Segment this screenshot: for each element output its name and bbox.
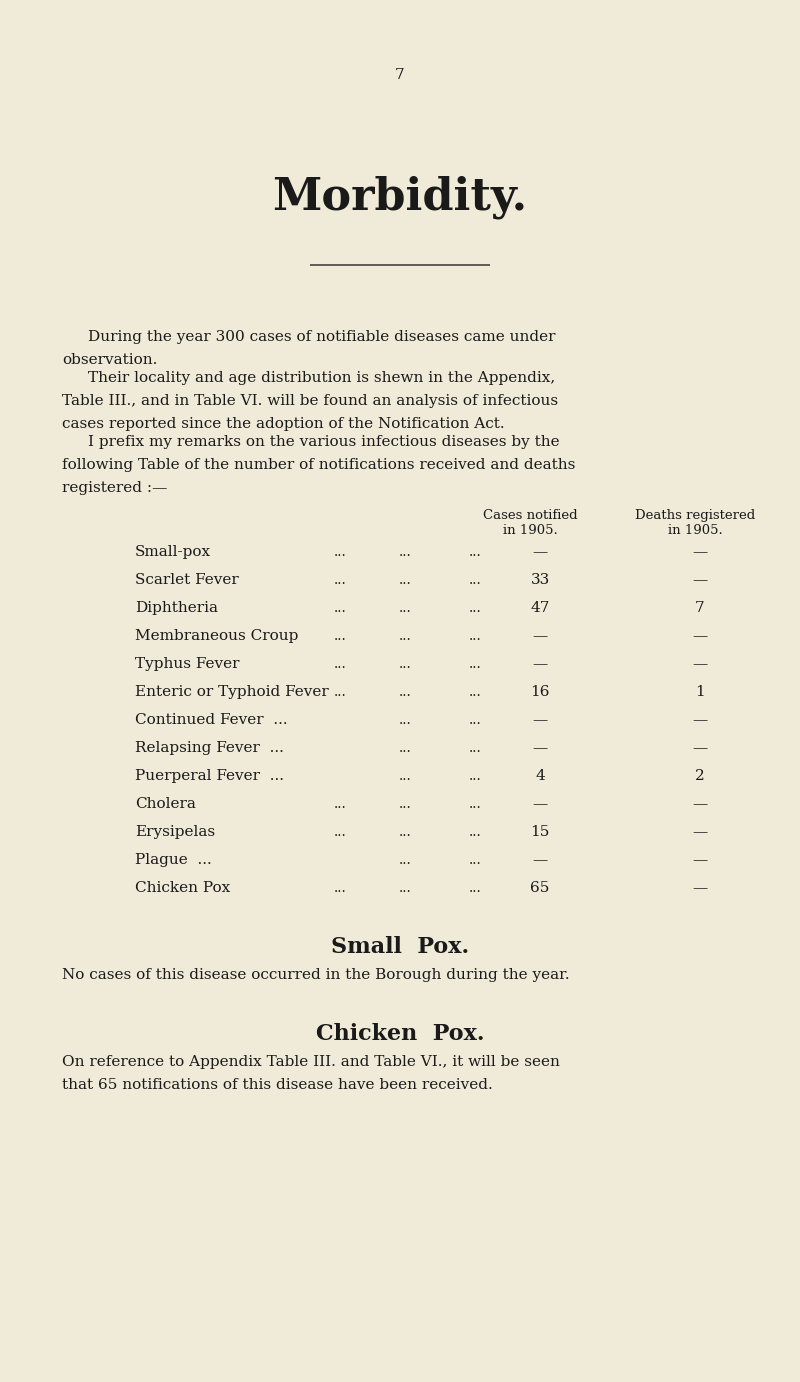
- Text: following Table of the number of notifications received and deaths: following Table of the number of notific…: [62, 457, 575, 473]
- Text: ...: ...: [469, 825, 482, 839]
- Text: Enteric or Typhoid Fever: Enteric or Typhoid Fever: [135, 685, 329, 699]
- Text: ...: ...: [334, 601, 346, 615]
- Text: ...: ...: [334, 685, 346, 699]
- Text: 16: 16: [530, 685, 550, 699]
- Text: ...: ...: [469, 574, 482, 587]
- Text: ...: ...: [334, 880, 346, 896]
- Text: 4: 4: [535, 768, 545, 784]
- Text: Typhus Fever: Typhus Fever: [135, 656, 239, 672]
- Text: On reference to Appendix Table III. and Table VI., it will be seen: On reference to Appendix Table III. and …: [62, 1054, 560, 1070]
- Text: —: —: [692, 713, 708, 727]
- Text: ...: ...: [334, 797, 346, 811]
- Text: Chicken Pox: Chicken Pox: [135, 880, 230, 896]
- Text: I prefix my remarks on the various infectious diseases by the: I prefix my remarks on the various infec…: [88, 435, 560, 449]
- Text: in 1905.: in 1905.: [668, 524, 722, 538]
- Text: ...: ...: [469, 601, 482, 615]
- Text: —: —: [692, 797, 708, 811]
- Text: Their locality and age distribution is shewn in the Appendix,: Their locality and age distribution is s…: [88, 370, 555, 386]
- Text: —: —: [532, 629, 548, 643]
- Text: Plague  ...: Plague ...: [135, 853, 212, 867]
- Text: Table III., and in Table VI. will be found an analysis of infectious: Table III., and in Table VI. will be fou…: [62, 394, 558, 408]
- Text: —: —: [532, 741, 548, 755]
- Text: Small-pox: Small-pox: [135, 545, 211, 558]
- Text: cases reported since the adoption of the Notification Act.: cases reported since the adoption of the…: [62, 417, 505, 431]
- Text: —: —: [532, 797, 548, 811]
- Text: Erysipelas: Erysipelas: [135, 825, 215, 839]
- Text: ...: ...: [334, 545, 346, 558]
- Text: Puerperal Fever  ...: Puerperal Fever ...: [135, 768, 284, 784]
- Text: ...: ...: [334, 825, 346, 839]
- Text: ...: ...: [398, 797, 411, 811]
- Text: ...: ...: [469, 741, 482, 755]
- Text: 65: 65: [530, 880, 550, 896]
- Text: Relapsing Fever  ...: Relapsing Fever ...: [135, 741, 284, 755]
- Text: ...: ...: [469, 768, 482, 784]
- Text: ...: ...: [469, 853, 482, 867]
- Text: ...: ...: [469, 713, 482, 727]
- Text: ...: ...: [398, 629, 411, 643]
- Text: ...: ...: [398, 685, 411, 699]
- Text: 33: 33: [530, 574, 550, 587]
- Text: ...: ...: [469, 656, 482, 672]
- Text: 7: 7: [695, 601, 705, 615]
- Text: observation.: observation.: [62, 352, 158, 368]
- Text: ...: ...: [398, 574, 411, 587]
- Text: ...: ...: [469, 545, 482, 558]
- Text: that 65 notifications of this disease have been received.: that 65 notifications of this disease ha…: [62, 1078, 493, 1092]
- Text: ...: ...: [398, 741, 411, 755]
- Text: No cases of this disease occurred in the Borough during the year.: No cases of this disease occurred in the…: [62, 967, 570, 983]
- Text: ...: ...: [334, 574, 346, 587]
- Text: 15: 15: [530, 825, 550, 839]
- Text: —: —: [692, 629, 708, 643]
- Text: —: —: [692, 825, 708, 839]
- Text: ...: ...: [469, 629, 482, 643]
- Text: —: —: [532, 853, 548, 867]
- Text: —: —: [532, 545, 548, 558]
- Text: ...: ...: [398, 825, 411, 839]
- Text: ...: ...: [334, 629, 346, 643]
- Text: 1: 1: [695, 685, 705, 699]
- Text: ...: ...: [398, 601, 411, 615]
- Text: ...: ...: [398, 880, 411, 896]
- Text: ...: ...: [398, 713, 411, 727]
- Text: ...: ...: [469, 685, 482, 699]
- Text: Continued Fever  ...: Continued Fever ...: [135, 713, 288, 727]
- Text: 7: 7: [395, 68, 405, 82]
- Text: ...: ...: [469, 880, 482, 896]
- Text: —: —: [692, 545, 708, 558]
- Text: —: —: [692, 574, 708, 587]
- Text: Cholera: Cholera: [135, 797, 196, 811]
- Text: —: —: [692, 853, 708, 867]
- Text: —: —: [692, 656, 708, 672]
- Text: Deaths registered: Deaths registered: [635, 509, 755, 522]
- Text: registered :—: registered :—: [62, 481, 167, 495]
- Text: ...: ...: [334, 656, 346, 672]
- Text: —: —: [532, 656, 548, 672]
- Text: Small  Pox.: Small Pox.: [331, 936, 469, 958]
- Text: ...: ...: [398, 656, 411, 672]
- Text: ...: ...: [398, 768, 411, 784]
- Text: ...: ...: [469, 797, 482, 811]
- Text: in 1905.: in 1905.: [502, 524, 558, 538]
- Text: —: —: [692, 741, 708, 755]
- Text: 2: 2: [695, 768, 705, 784]
- Text: Membraneous Croup: Membraneous Croup: [135, 629, 298, 643]
- Text: ...: ...: [398, 545, 411, 558]
- Text: —: —: [692, 880, 708, 896]
- Text: Morbidity.: Morbidity.: [273, 176, 527, 218]
- Text: During the year 300 cases of notifiable diseases came under: During the year 300 cases of notifiable …: [88, 330, 555, 344]
- Text: Scarlet Fever: Scarlet Fever: [135, 574, 238, 587]
- Text: Chicken  Pox.: Chicken Pox.: [316, 1023, 484, 1045]
- Text: ...: ...: [398, 853, 411, 867]
- Text: —: —: [532, 713, 548, 727]
- Text: 47: 47: [530, 601, 550, 615]
- Text: Cases notified: Cases notified: [482, 509, 578, 522]
- Text: Diphtheria: Diphtheria: [135, 601, 218, 615]
